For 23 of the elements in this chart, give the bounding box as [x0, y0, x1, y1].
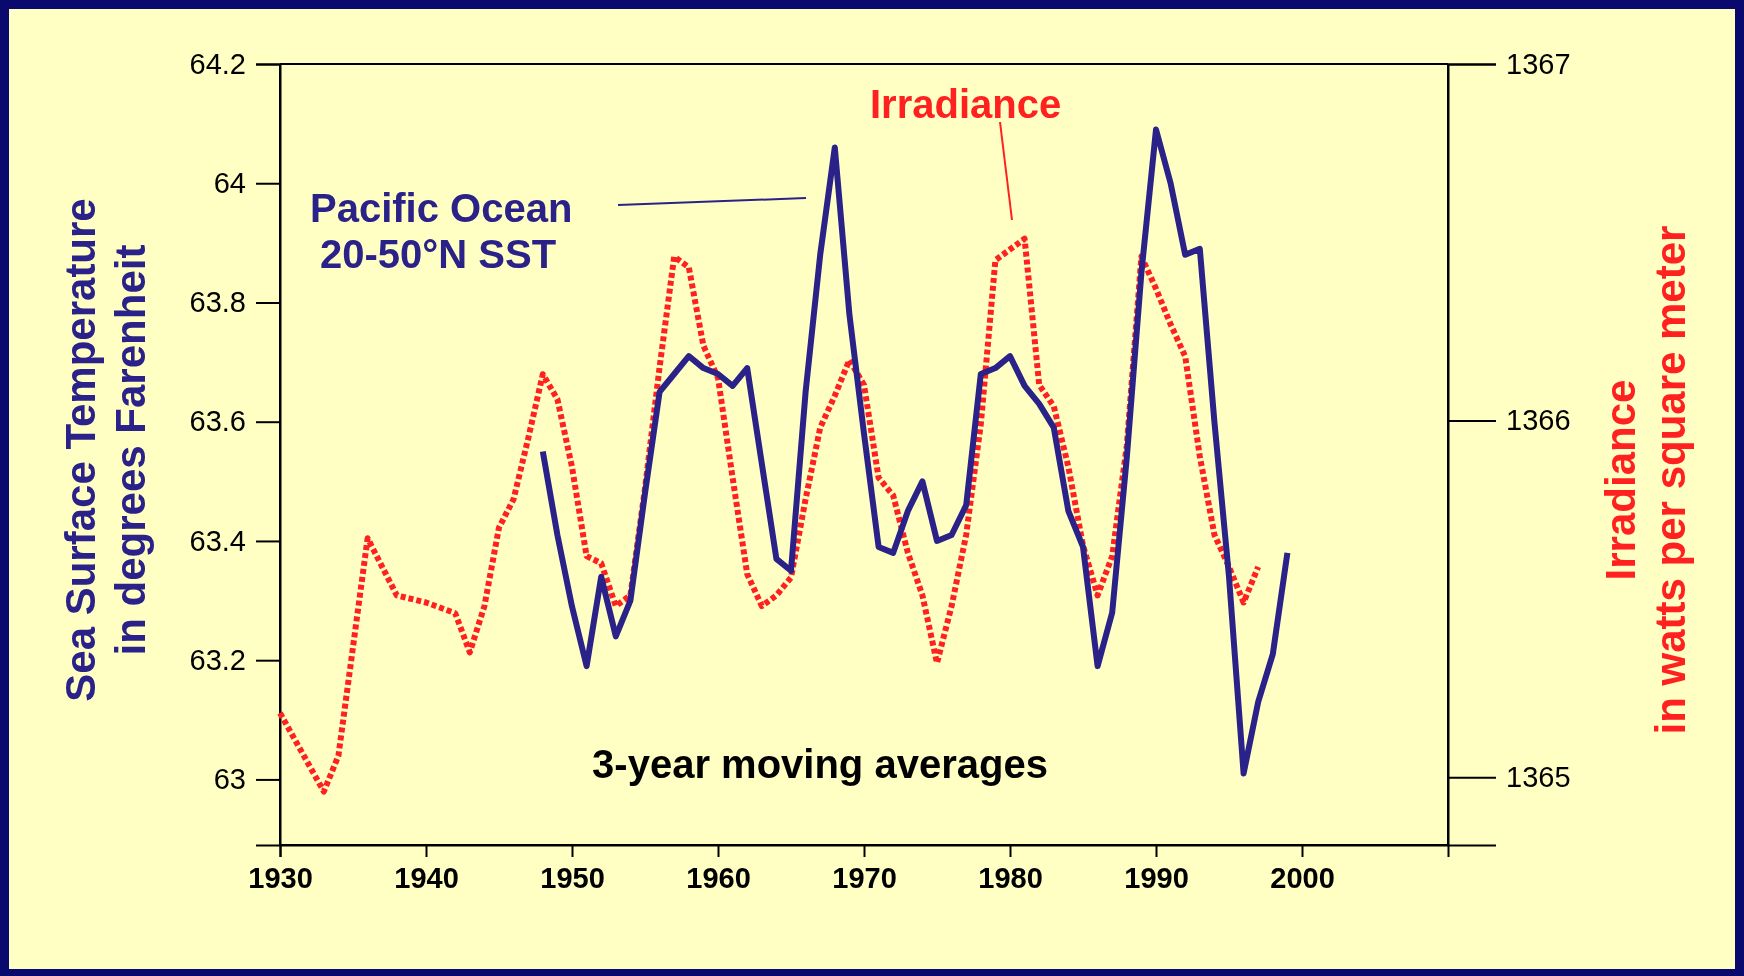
y-tick-label: 64.2 — [189, 47, 246, 80]
y-tick-label: 63 — [213, 763, 246, 796]
y-axis-title: Sea Surface Temperature in degrees Farenheit — [57, 198, 154, 702]
x-tick-label: 1970 — [832, 861, 897, 894]
legend-label: Pacific Ocean 20-50°N SST — [310, 186, 573, 276]
y2-axis-title: Irradiance in watts per square meter — [1597, 225, 1694, 735]
y-tick-label: 63.6 — [189, 405, 246, 438]
y-tick-label: 63.4 — [189, 524, 246, 557]
x-tick-label: 1930 — [248, 861, 313, 894]
y-tick-label: 63.8 — [189, 286, 246, 319]
y2-tick-label: 1365 — [1506, 761, 1571, 794]
x-tick-label: 1950 — [540, 861, 605, 894]
annotation: 3-year moving averages — [592, 742, 1048, 786]
text: Irradiance — [870, 82, 1062, 126]
x-tick-label: 2000 — [1270, 861, 1335, 894]
x-tick-label: 1940 — [394, 861, 459, 894]
y2-tick-label: 1367 — [1506, 47, 1571, 80]
y-tick-label: 64 — [213, 167, 246, 200]
y2-tick-label: 1366 — [1506, 404, 1571, 437]
x-tick-label: 1960 — [686, 861, 751, 894]
y-tick-label: 63.2 — [189, 643, 246, 676]
x-tick-label: 1990 — [1124, 861, 1189, 894]
x-tick-label: 1980 — [978, 861, 1043, 894]
